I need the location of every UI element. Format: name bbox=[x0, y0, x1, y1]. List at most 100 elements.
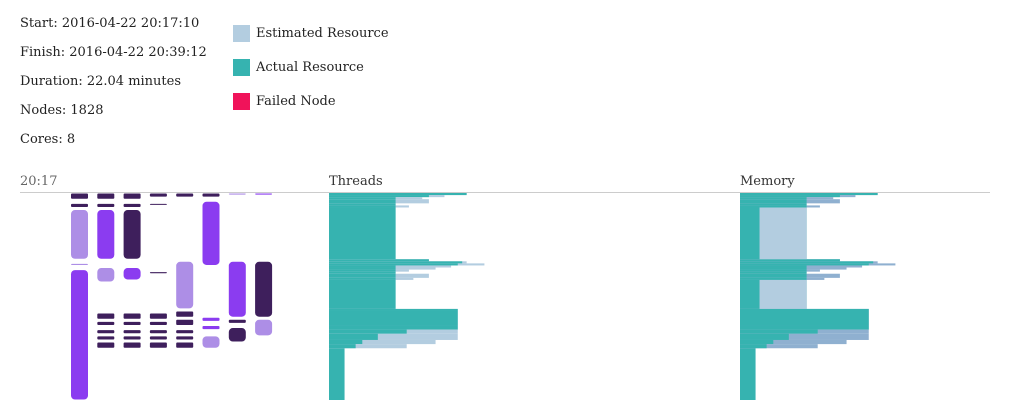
task-bar bbox=[123, 268, 141, 280]
task-bar bbox=[228, 328, 246, 342]
task-bar bbox=[149, 342, 167, 348]
duration: Duration: 22.04 minutes bbox=[20, 74, 182, 89]
task-bar bbox=[71, 263, 88, 265]
actual-usage-bar bbox=[329, 310, 458, 326]
task-bar bbox=[97, 321, 115, 325]
task-bar bbox=[97, 203, 115, 207]
task-bar bbox=[97, 313, 115, 319]
threads-panel-title: Threads bbox=[329, 174, 383, 189]
legend-item-failed: Failed Node bbox=[233, 84, 389, 118]
task-bar bbox=[149, 330, 167, 334]
threads-panel bbox=[329, 193, 485, 400]
task-bar bbox=[202, 336, 220, 348]
task-bar bbox=[149, 272, 167, 274]
actual-usage-bar bbox=[329, 279, 396, 309]
actual-usage-bar bbox=[740, 329, 818, 334]
task-bar bbox=[176, 336, 194, 340]
start-time: Start: 2016-04-22 20:17:10 bbox=[20, 16, 200, 31]
task-bar bbox=[228, 261, 246, 317]
task-bar bbox=[97, 342, 115, 348]
task-bar bbox=[71, 210, 88, 259]
actual-usage-bar bbox=[740, 195, 840, 198]
actual-usage-bar bbox=[329, 269, 396, 272]
actual-usage-bar bbox=[329, 348, 345, 400]
time-axis-start-label: 20:17 bbox=[20, 174, 58, 189]
actual-usage-bar bbox=[329, 277, 396, 280]
run-summary: Start: 2016-04-22 20:17:10 Finish: 2016-… bbox=[20, 14, 207, 159]
actual-usage-bar bbox=[740, 310, 869, 326]
task-bar bbox=[228, 319, 246, 323]
task-bar bbox=[149, 321, 167, 325]
task-bar bbox=[71, 270, 88, 400]
actual-usage-bar bbox=[740, 261, 874, 264]
actual-usage-bar bbox=[329, 193, 467, 196]
task-bar bbox=[123, 193, 141, 199]
actual-usage-bar bbox=[329, 199, 396, 204]
actual-usage-bar bbox=[329, 207, 396, 260]
task-bar bbox=[123, 336, 141, 340]
legend-swatch-estimated bbox=[233, 24, 250, 42]
task-bar bbox=[176, 261, 194, 309]
actual-usage-bar bbox=[329, 267, 396, 270]
node-timeline bbox=[71, 193, 273, 400]
task-bar bbox=[97, 268, 115, 282]
actual-usage-bar bbox=[740, 193, 878, 196]
task-bar bbox=[202, 317, 220, 321]
actual-usage-bar bbox=[740, 267, 807, 270]
task-bar bbox=[123, 313, 141, 319]
actual-usage-bar bbox=[740, 277, 807, 280]
actual-usage-bar bbox=[329, 195, 429, 198]
actual-usage-bar bbox=[329, 203, 396, 206]
task-bar bbox=[255, 261, 273, 317]
estimated-usage-bar bbox=[759, 207, 807, 260]
task-bar bbox=[97, 210, 115, 259]
actual-usage-bar bbox=[740, 333, 789, 340]
task-bar bbox=[149, 193, 167, 197]
actual-usage-bar bbox=[740, 199, 807, 204]
actual-usage-bar bbox=[740, 271, 807, 274]
actual-usage-bar bbox=[329, 273, 396, 278]
actual-usage-bar bbox=[740, 203, 807, 206]
legend-label-estimated: Estimated Resource bbox=[256, 25, 389, 41]
core-count: Cores: 8 bbox=[20, 132, 76, 147]
actual-usage-bar bbox=[740, 269, 807, 272]
actual-usage-bar bbox=[329, 344, 356, 349]
task-bar bbox=[97, 336, 115, 340]
task-bar bbox=[228, 193, 246, 195]
actual-usage-bar bbox=[329, 329, 407, 334]
actual-usage-bar bbox=[740, 344, 767, 349]
actual-usage-bar bbox=[329, 308, 458, 311]
legend-label-failed: Failed Node bbox=[256, 93, 336, 109]
estimated-usage-bar bbox=[329, 344, 407, 349]
actual-usage-bar bbox=[740, 205, 807, 208]
task-bar bbox=[202, 325, 220, 330]
task-bar bbox=[149, 313, 167, 319]
task-bar bbox=[97, 193, 115, 199]
task-bar bbox=[176, 342, 194, 348]
memory-panel-title: Memory bbox=[740, 174, 795, 189]
task-bar bbox=[123, 330, 141, 334]
legend-item-actual: Actual Resource bbox=[233, 50, 389, 84]
estimated-usage-bar bbox=[329, 339, 436, 345]
actual-usage-bar bbox=[740, 263, 869, 266]
task-bar bbox=[202, 193, 220, 197]
legend-label-actual: Actual Resource bbox=[256, 59, 364, 75]
memory-panel bbox=[740, 193, 896, 400]
actual-usage-bar bbox=[740, 308, 869, 311]
actual-usage-bar bbox=[329, 325, 458, 330]
task-bar bbox=[123, 210, 141, 259]
task-bar bbox=[255, 319, 273, 336]
task-bar bbox=[149, 203, 167, 205]
actual-usage-bar bbox=[329, 205, 396, 208]
task-bar bbox=[202, 201, 220, 265]
actual-usage-bar bbox=[329, 261, 463, 264]
task-bar bbox=[71, 203, 88, 207]
actual-usage-bar bbox=[740, 265, 807, 268]
task-bar bbox=[97, 330, 115, 334]
task-bar bbox=[176, 319, 194, 325]
actual-usage-bar bbox=[329, 271, 396, 274]
legend-item-estimated: Estimated Resource bbox=[233, 16, 389, 50]
actual-usage-bar bbox=[740, 273, 807, 278]
task-bar bbox=[176, 311, 194, 317]
